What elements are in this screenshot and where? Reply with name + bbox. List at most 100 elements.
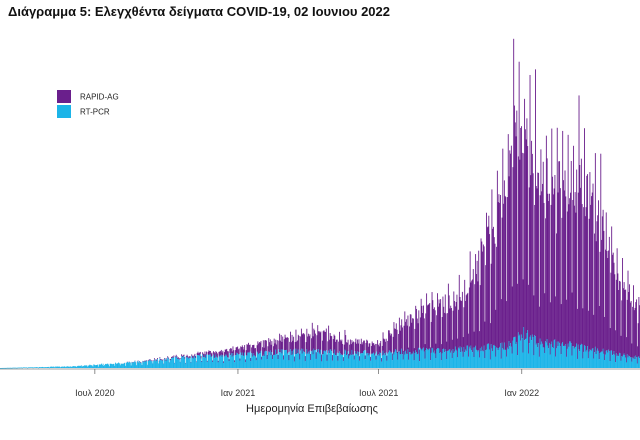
bar-rapid-ag [528, 284, 529, 354]
bar-rt-pcr [16, 367, 18, 369]
bar-rt-pcr [488, 343, 490, 368]
bar-rt-pcr [634, 359, 636, 368]
bar-rt-pcr [557, 346, 559, 368]
bar-rt-pcr [304, 351, 305, 368]
bar-rt-pcr [475, 349, 477, 368]
bar-rapid-ag [356, 339, 358, 352]
bar-rt-pcr [456, 350, 458, 368]
bar-rt-pcr [279, 352, 281, 368]
bar-rapid-ag [316, 335, 318, 350]
bar-rapid-ag [615, 330, 617, 363]
bar-rapid-ag [314, 330, 316, 351]
bar-rt-pcr [104, 364, 106, 368]
bar-rapid-ag [459, 297, 461, 347]
bar-rapid-ag [614, 274, 616, 355]
bar-rapid-ag [289, 341, 291, 352]
bar-rt-pcr [312, 354, 314, 368]
bar-rt-pcr [498, 348, 500, 368]
bar-rt-pcr [111, 364, 113, 368]
bar-rt-pcr [580, 343, 582, 368]
bar-rapid-ag [534, 204, 536, 336]
bar-rapid-ag [412, 318, 414, 354]
bar-rt-pcr [162, 360, 164, 368]
bar-rt-pcr [173, 356, 175, 368]
bar-rt-pcr [383, 354, 385, 368]
bar-rapid-ag [563, 180, 564, 347]
bar-rt-pcr [281, 353, 283, 368]
bar-rapid-ag [635, 302, 637, 356]
bar-rt-pcr [615, 353, 617, 368]
bar-rapid-ag [455, 301, 457, 350]
bar-rapid-ag [521, 126, 522, 335]
bar-rapid-ag [421, 305, 423, 351]
bar-rapid-ag [554, 175, 556, 340]
bar-rapid-ag [483, 246, 485, 346]
bar-rt-pcr [34, 367, 36, 368]
bar-rt-pcr [606, 350, 608, 368]
bar-rapid-ag [300, 336, 302, 351]
bar-rapid-ag [262, 340, 264, 355]
bar-rt-pcr [305, 353, 307, 368]
bar-rt-pcr [107, 363, 109, 368]
bar-rapid-ag [287, 337, 289, 353]
bar-rt-pcr [601, 351, 603, 368]
bar-rapid-ag [431, 292, 433, 348]
bar-rapid-ag [531, 140, 533, 341]
bar-rapid-ag [301, 334, 303, 354]
bar-rt-pcr [147, 361, 149, 368]
bar-rapid-ag [496, 170, 498, 348]
bar-rt-pcr [441, 353, 443, 368]
bar-rt-pcr [373, 352, 375, 368]
bar-rt-pcr [45, 367, 47, 368]
bar-rapid-ag [209, 351, 211, 355]
bar-rapid-ag [377, 344, 379, 355]
bar-rapid-ag [178, 358, 180, 360]
bar-rapid-ag [638, 296, 640, 357]
bar-rt-pcr [286, 353, 288, 368]
bar-rapid-ag [559, 188, 561, 347]
bar-rapid-ag [277, 354, 279, 360]
bar-rapid-ag [526, 118, 528, 334]
bar-rapid-ag [192, 355, 193, 358]
bar-rt-pcr [237, 354, 239, 368]
bar-rapid-ag [542, 183, 543, 344]
bar-rt-pcr [269, 350, 271, 368]
bar-rapid-ag [535, 69, 536, 337]
bar-rt-pcr [311, 350, 313, 368]
bar-rapid-ag [619, 280, 620, 353]
bar-rt-pcr [41, 366, 43, 368]
bar-rt-pcr [209, 354, 211, 368]
bar-rt-pcr [159, 358, 161, 368]
bar-rt-pcr [632, 357, 634, 368]
bar-rapid-ag [601, 239, 603, 352]
bar-rapid-ag [170, 358, 172, 361]
bar-rt-pcr [528, 353, 529, 368]
bar-rt-pcr [514, 336, 516, 368]
bar-rt-pcr [532, 337, 534, 368]
bar-rapid-ag [386, 355, 388, 361]
bar-rt-pcr [161, 360, 163, 368]
bar-rapid-ag [432, 300, 434, 349]
bar-rt-pcr [248, 352, 250, 368]
bar-rt-pcr [452, 349, 454, 368]
bar-rt-pcr [384, 355, 386, 368]
bar-rt-pcr [473, 357, 475, 368]
bar-rt-pcr [377, 354, 379, 368]
bar-rapid-ag [267, 346, 269, 356]
bar-rt-pcr [260, 350, 262, 368]
bar-rt-pcr [401, 348, 403, 368]
bar-rt-pcr [150, 361, 152, 368]
bar-rt-pcr [411, 353, 413, 368]
bar-rapid-ag [417, 323, 419, 354]
bar-rt-pcr [409, 352, 411, 368]
bar-rt-pcr [612, 354, 614, 368]
bar-rapid-ag [427, 304, 429, 351]
bar-rapid-ag [437, 306, 439, 349]
bar-rt-pcr [453, 353, 455, 368]
bar-rt-pcr [234, 355, 236, 368]
bar-rt-pcr [485, 350, 487, 368]
bar-rt-pcr [584, 346, 586, 368]
bar-rt-pcr [230, 355, 232, 368]
bar-rt-pcr [71, 366, 73, 368]
bar-rt-pcr [610, 350, 612, 368]
